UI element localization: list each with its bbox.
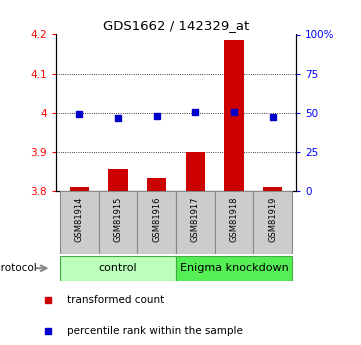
Text: GSM81919: GSM81919 — [268, 197, 277, 242]
Bar — [215, 191, 253, 254]
Bar — [60, 191, 99, 254]
Text: GSM81917: GSM81917 — [191, 197, 200, 242]
Text: GSM81916: GSM81916 — [152, 197, 161, 242]
Text: transformed count: transformed count — [67, 295, 164, 305]
Bar — [186, 152, 205, 191]
Bar — [176, 256, 292, 281]
Bar — [137, 191, 176, 254]
Text: GSM81918: GSM81918 — [230, 197, 239, 242]
Bar — [70, 187, 89, 191]
Bar — [99, 191, 137, 254]
Text: percentile rank within the sample: percentile rank within the sample — [67, 326, 243, 336]
Text: control: control — [99, 263, 137, 273]
Bar — [147, 178, 166, 191]
Bar — [176, 191, 215, 254]
Text: Enigma knockdown: Enigma knockdown — [180, 263, 288, 273]
Text: GSM81915: GSM81915 — [113, 197, 122, 242]
Title: GDS1662 / 142329_at: GDS1662 / 142329_at — [103, 19, 249, 32]
Text: GSM81914: GSM81914 — [75, 197, 84, 242]
Bar — [225, 40, 244, 191]
Bar — [263, 187, 282, 191]
Bar — [60, 256, 176, 281]
Bar — [108, 169, 127, 191]
Text: protocol: protocol — [0, 263, 37, 273]
Bar — [253, 191, 292, 254]
